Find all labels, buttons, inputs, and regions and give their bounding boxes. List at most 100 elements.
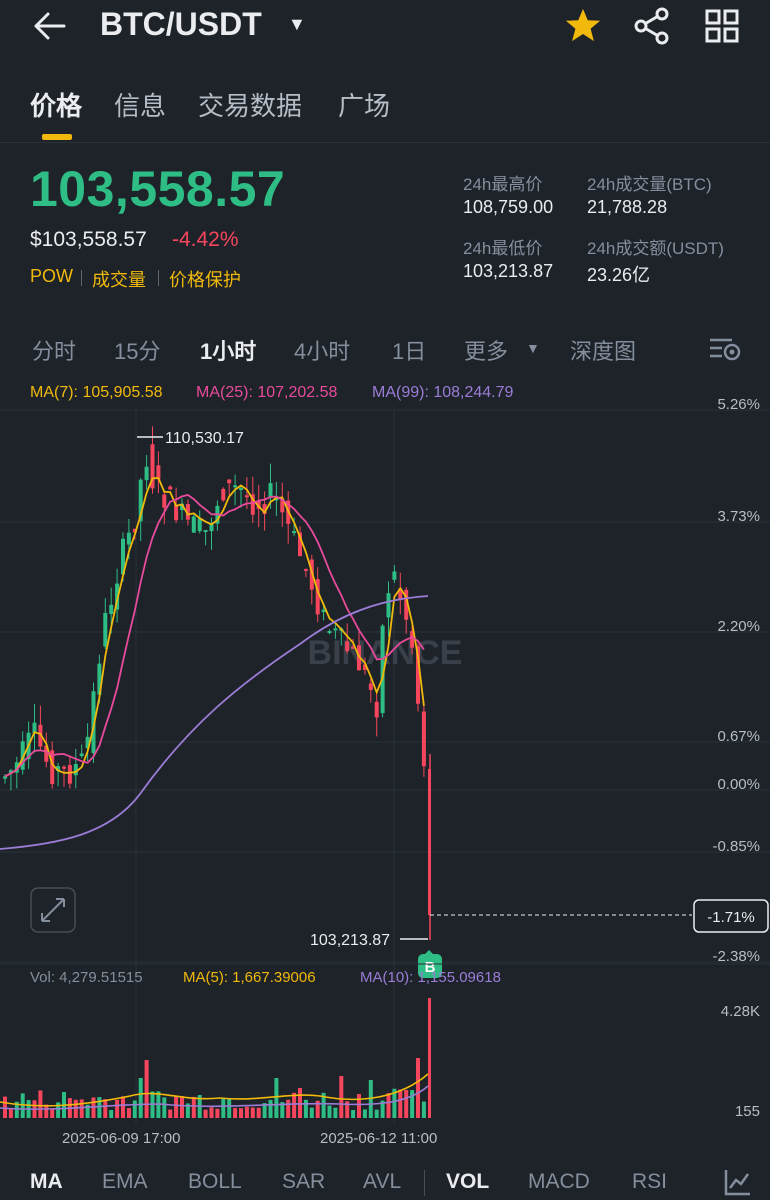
volume-bar bbox=[79, 1099, 84, 1118]
last-price: 103,558.57 bbox=[30, 161, 286, 217]
chevron-down-icon[interactable]: ▼ bbox=[526, 340, 540, 356]
candle bbox=[386, 593, 391, 618]
candle bbox=[62, 766, 66, 769]
indicator-rsi[interactable]: RSI bbox=[632, 1170, 668, 1193]
indicator-avl[interactable]: AVL bbox=[363, 1170, 402, 1193]
tab-info[interactable]: 信息 bbox=[114, 91, 167, 121]
indicator-macd[interactable]: MACD bbox=[528, 1170, 590, 1193]
dropdown-caret-icon[interactable]: ▼ bbox=[288, 14, 306, 34]
interval-15m[interactable]: 15分 bbox=[114, 339, 161, 364]
high-annotation: 110,530.17 bbox=[165, 430, 244, 447]
indicator-boll[interactable]: BOLL bbox=[188, 1170, 242, 1193]
volume-bar bbox=[221, 1099, 226, 1118]
ma-lines bbox=[0, 477, 429, 850]
candle bbox=[156, 465, 161, 480]
indicator-sar[interactable]: SAR bbox=[282, 1170, 326, 1193]
expand-button[interactable] bbox=[30, 887, 76, 933]
candle bbox=[380, 625, 385, 714]
volume-bar bbox=[50, 1108, 55, 1118]
volume-bar bbox=[44, 1104, 49, 1118]
back-arrow-icon[interactable] bbox=[30, 8, 70, 44]
volume-bar bbox=[386, 1093, 391, 1118]
buy-marker-box[interactable] bbox=[418, 954, 442, 978]
indicator-ma[interactable]: MA bbox=[30, 1170, 63, 1193]
grid-icon[interactable] bbox=[702, 6, 742, 46]
volume-bars bbox=[3, 998, 431, 1118]
y-axis-label: -2.38% bbox=[712, 948, 760, 965]
candle bbox=[256, 500, 261, 509]
volume-bar bbox=[333, 1107, 338, 1118]
tag-price-protect[interactable]: 价格保护 bbox=[169, 270, 241, 290]
volume-bar bbox=[185, 1103, 190, 1118]
tab-price[interactable]: 价格 bbox=[30, 91, 83, 121]
kline-chart[interactable]: BINANCE 5.26%3.73%2.20%0.67%0.00%-0.85%-… bbox=[0, 374, 770, 1154]
volume-bar bbox=[132, 1100, 137, 1118]
current-marker: -1.71% bbox=[707, 909, 755, 926]
volume-bar bbox=[85, 1104, 90, 1118]
y-axis-label: 0.67% bbox=[717, 728, 760, 745]
tag-volume[interactable]: 成交量 bbox=[92, 270, 146, 290]
stat-vol-usdt-label: 24h成交额(USDT) bbox=[587, 239, 724, 258]
indicator-vol[interactable]: VOL bbox=[446, 1170, 490, 1193]
interval-1h[interactable]: 1小时 bbox=[200, 339, 257, 364]
interval-timeline[interactable]: 分时 bbox=[32, 339, 77, 364]
volume-bar bbox=[268, 1099, 273, 1118]
indicator-ema[interactable]: EMA bbox=[102, 1170, 148, 1193]
stat-vol-btc-value: 21,788.28 bbox=[587, 197, 668, 217]
candle bbox=[239, 488, 243, 491]
candle bbox=[268, 483, 273, 498]
candle bbox=[32, 722, 37, 734]
volume-bar bbox=[309, 1107, 314, 1118]
header-bar: BTC/USDT ▼ bbox=[0, 0, 770, 56]
volume-bar bbox=[97, 1097, 102, 1118]
volume-bar bbox=[398, 1089, 403, 1118]
volume-bar bbox=[8, 1108, 13, 1118]
y-axis-label: 3.73% bbox=[717, 508, 760, 525]
vol-axis-bottom: 155 bbox=[735, 1103, 760, 1120]
candle bbox=[91, 691, 96, 754]
volume-bar bbox=[203, 1109, 208, 1118]
candle bbox=[221, 488, 226, 501]
volume-bar bbox=[286, 1099, 291, 1118]
volume-bar bbox=[56, 1102, 61, 1118]
ma7-line bbox=[4, 477, 425, 778]
volume-bar bbox=[14, 1101, 19, 1118]
stat-vol-usdt-value: 23.26亿 bbox=[587, 265, 651, 285]
buy-marker: B bbox=[425, 959, 436, 976]
indicator-settings-icon[interactable] bbox=[722, 1166, 754, 1198]
candle bbox=[280, 500, 285, 513]
vol-ma10-line bbox=[0, 1085, 429, 1110]
candle bbox=[416, 646, 420, 704]
volume-bar bbox=[115, 1099, 120, 1118]
volume-bar bbox=[321, 1092, 326, 1118]
interval-more[interactable]: 更多 bbox=[464, 339, 509, 364]
volume-bar bbox=[168, 1109, 173, 1118]
candle bbox=[56, 766, 61, 771]
indicator-separator bbox=[424, 1170, 425, 1196]
candle bbox=[351, 646, 356, 649]
volume-bar bbox=[20, 1093, 25, 1118]
chart-settings-icon[interactable] bbox=[708, 334, 742, 362]
star-icon[interactable] bbox=[564, 6, 602, 44]
share-icon[interactable] bbox=[632, 6, 672, 46]
y-axis-label: 5.26% bbox=[717, 396, 760, 413]
stat-low-value: 103,213.87 bbox=[463, 261, 554, 281]
interval-4h[interactable]: 4小时 bbox=[294, 339, 351, 364]
candle bbox=[421, 711, 426, 767]
stat-high-label: 24h最高价 bbox=[463, 175, 543, 194]
candle bbox=[79, 753, 84, 757]
ma7-label: MA(7): 105,905.58 bbox=[30, 384, 163, 401]
volume-bar bbox=[274, 1078, 279, 1118]
candle bbox=[233, 485, 238, 488]
candle bbox=[404, 589, 409, 620]
interval-depth[interactable]: 深度图 bbox=[570, 339, 637, 364]
tag-pow[interactable]: POW bbox=[30, 266, 73, 286]
candle bbox=[410, 630, 415, 648]
pair-title[interactable]: BTC/USDT bbox=[100, 6, 262, 42]
candle bbox=[150, 444, 155, 489]
volume-bar bbox=[144, 1060, 149, 1118]
tab-trade-data[interactable]: 交易数据 bbox=[198, 91, 303, 121]
interval-1d[interactable]: 1日 bbox=[392, 339, 427, 364]
tab-square[interactable]: 广场 bbox=[338, 91, 391, 121]
usd-price: $103,558.57 bbox=[30, 228, 147, 251]
